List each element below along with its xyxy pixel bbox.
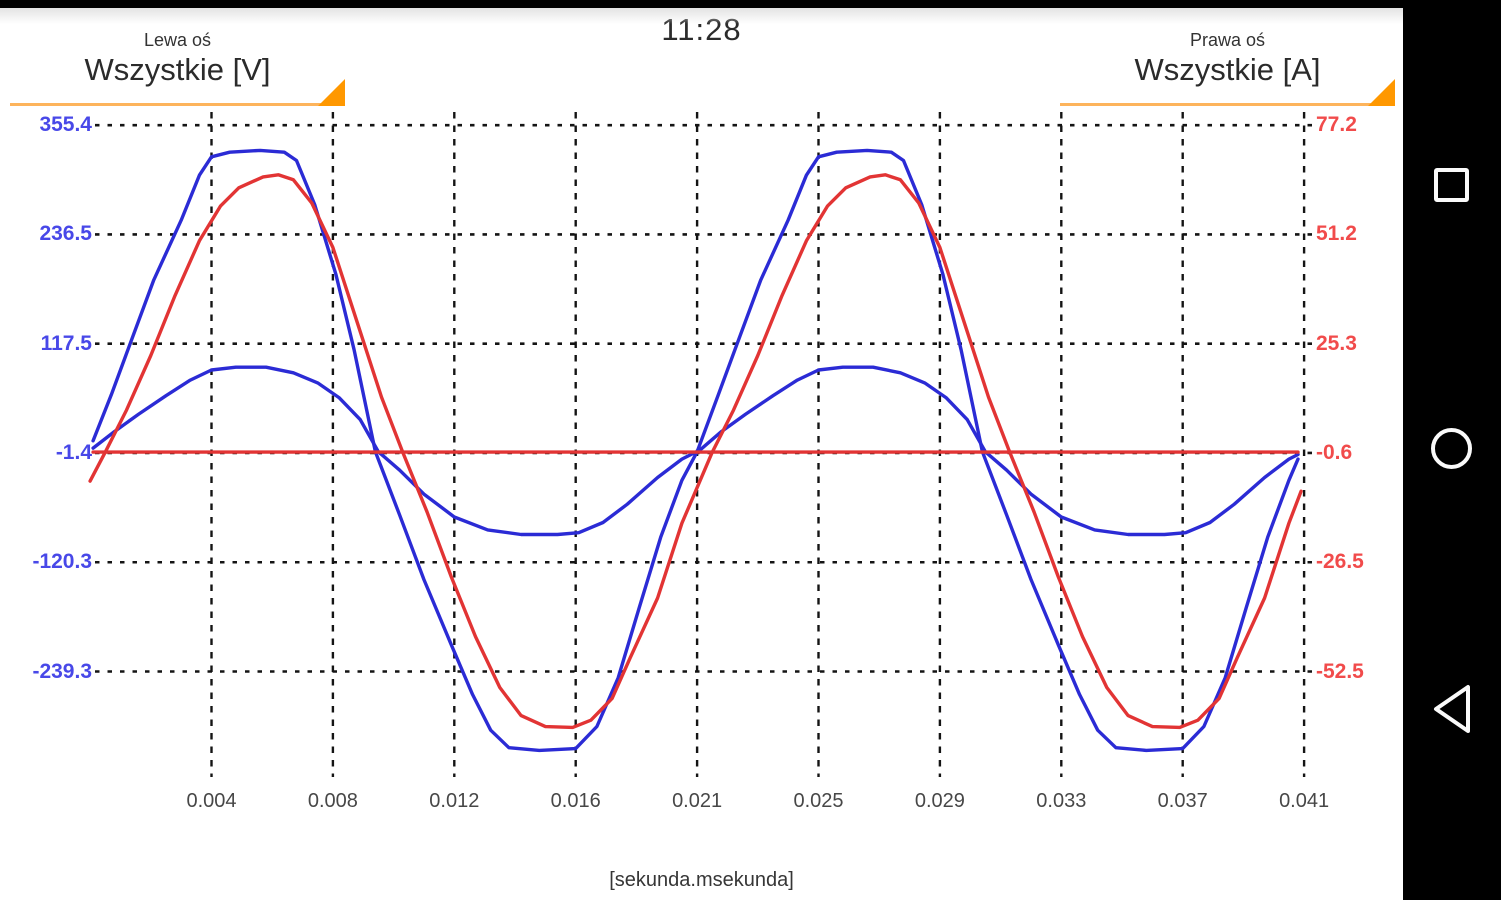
- left-axis-tick-label: -1.4: [55, 440, 92, 464]
- right-axis-selector-value: Wszystkie [A]: [1134, 52, 1321, 87]
- series-current-1: [88, 173, 1303, 730]
- app-area: 11:28 Lewa oś Wszystkie [V] Prawa oś Wsz…: [0, 0, 1403, 900]
- x-axis-caption: [sekunda.msekunda]: [609, 869, 794, 891]
- selector-underline: [1060, 103, 1395, 106]
- x-axis-tick-label: 0.021: [672, 790, 723, 812]
- right-axis-selector-caption: Prawa oś: [1189, 30, 1266, 50]
- right-axis-selector[interactable]: Prawa oś Wszystkie [A]: [1060, 28, 1395, 106]
- back-triangle-icon: [1434, 685, 1470, 733]
- recents-button[interactable]: [1403, 150, 1501, 240]
- selector-underline: [10, 103, 345, 106]
- x-axis-tick-label: 0.029: [914, 790, 965, 812]
- square-icon: [1434, 168, 1469, 202]
- left-axis-tick-label: 236.5: [39, 222, 92, 246]
- circle-icon: [1431, 428, 1472, 469]
- left-axis-tick-label: -120.3: [32, 550, 92, 574]
- x-axis-tick-label: 0.012: [429, 790, 480, 812]
- left-axis-selector-value: Wszystkie [V]: [84, 52, 271, 87]
- right-axis-tick-label: -52.5: [1316, 659, 1364, 683]
- series-voltage-2: [91, 365, 1300, 537]
- right-axis-tick-label: 25.3: [1316, 331, 1357, 355]
- left-axis-tick-label: -239.3: [32, 659, 92, 683]
- left-axis-selector-caption: Lewa oś: [143, 30, 212, 50]
- dropdown-triangle-icon: [318, 79, 345, 106]
- right-axis-tick-label: -0.6: [1316, 440, 1353, 464]
- x-axis-tick-label: 0.025: [793, 790, 844, 812]
- waveform-chart: 355.4 236.5 117.5 -1.4 -120.3 -239.3 77.2 51.2 2…: [0, 0, 1403, 900]
- right-axis-tick-label: 77.2: [1316, 113, 1357, 137]
- status-bar-shadow: [0, 8, 1403, 24]
- right-axis-tick-label: -26.5: [1316, 550, 1364, 574]
- right-axis-tick-label: 51.2: [1316, 222, 1357, 246]
- x-axis-tick-label: 0.041: [1279, 790, 1330, 812]
- dropdown-triangle-icon: [1368, 79, 1395, 106]
- back-button[interactable]: [1403, 665, 1501, 755]
- home-button[interactable]: [1403, 410, 1501, 500]
- left-axis-tick-label: 355.4: [39, 113, 92, 137]
- chart-plot-area[interactable]: [0, 0, 1403, 900]
- left-axis-tick-label: 117.5: [40, 331, 92, 355]
- x-axis-tick-label: 0.037: [1157, 790, 1208, 812]
- status-bar: [0, 0, 1501, 8]
- x-axis-tick-label: 0.008: [307, 790, 358, 812]
- left-axis-selector[interactable]: Lewa oś Wszystkie [V]: [10, 28, 345, 106]
- navigation-bar: [1403, 0, 1501, 900]
- x-axis-tick-label: 0.004: [186, 790, 237, 812]
- x-axis-tick-label: 0.016: [550, 790, 601, 812]
- x-axis-tick-label: 0.033: [1036, 790, 1087, 812]
